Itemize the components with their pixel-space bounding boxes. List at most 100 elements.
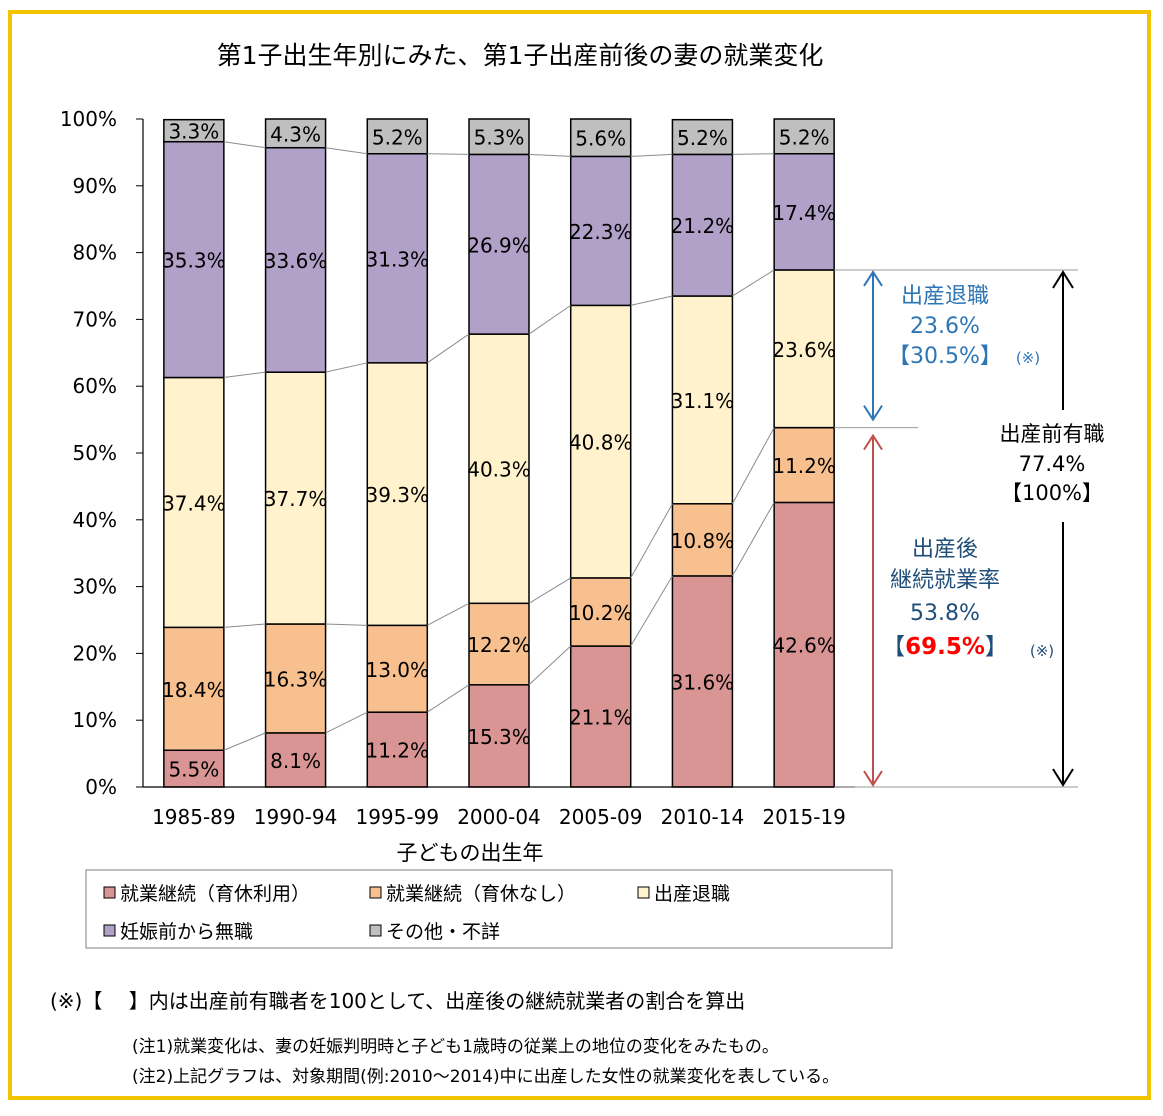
bar-segment xyxy=(264,146,327,373)
connector-line xyxy=(427,333,470,364)
legend-box xyxy=(85,869,893,949)
legend-swatch xyxy=(637,886,650,899)
bar-segment xyxy=(468,118,530,156)
connector-line xyxy=(427,153,470,155)
arrow-head-up xyxy=(863,270,883,287)
connector-lines xyxy=(223,141,775,751)
employed-arrow-head-down xyxy=(1052,768,1074,787)
data-label: 16.3% xyxy=(264,667,328,691)
y-tick-label: 80% xyxy=(73,241,117,265)
data-label: 17.4% xyxy=(772,201,836,225)
legend-swatch xyxy=(103,886,116,899)
x-tick-label: 2010-14 xyxy=(661,805,745,829)
connector-line xyxy=(528,153,571,157)
data-label: 8.1% xyxy=(270,749,321,773)
connector-line xyxy=(630,295,673,306)
bar-segment xyxy=(366,362,429,627)
annotations: 出産退職 23.6% 【30.5%】 (※) 出産前有職 77.4% 【100%】出産後継続… xyxy=(834,269,1105,788)
data-labels: 5.5% 18.4% 37.4% 35.3% 3.3% 8.1% 16.3% 37.7% 33.… xyxy=(162,120,836,782)
y-tick-label: 40% xyxy=(73,508,117,532)
bracket-close: 】 xyxy=(985,634,1008,660)
bar-segment xyxy=(264,118,327,149)
continue-rate-arrow xyxy=(863,433,883,787)
bar-segment xyxy=(569,304,632,579)
continue-rate-note: (※) xyxy=(1030,642,1054,660)
data-label: 37.4% xyxy=(162,491,226,515)
bar-segment xyxy=(366,624,429,713)
bar-segment xyxy=(366,711,429,788)
connector-line xyxy=(528,577,571,604)
connector-line xyxy=(325,147,368,155)
resign-value: 23.6% xyxy=(910,314,980,339)
x-tick-label: 1995-99 xyxy=(355,805,439,829)
x-tick-label: 2005-09 xyxy=(559,805,643,829)
employed-before-value: 77.4% xyxy=(1019,452,1086,476)
x-tick-label: 1985-89 xyxy=(152,805,236,829)
footnote-main: (※)【 】内は出産前有職者を100として、出産後の継続就業者の割合を算出 xyxy=(50,989,746,1013)
data-label: 35.3% xyxy=(162,249,226,273)
data-label: 13.0% xyxy=(366,658,430,682)
bar-segment xyxy=(163,118,225,143)
connector-line xyxy=(630,153,673,157)
y-axis: 0% 10% 20% 30% 40% 50% 60% 70% 80% 90% 100% xyxy=(60,107,144,799)
bar-segment xyxy=(264,371,327,625)
y-tick-label: 100% xyxy=(60,107,117,131)
x-tick-label: 1990-94 xyxy=(254,805,338,829)
data-label: 10.8% xyxy=(671,529,735,553)
continue-rate-highlight: 69.5% xyxy=(905,634,985,660)
connector-line xyxy=(223,141,266,149)
bar-segment xyxy=(569,577,632,647)
data-label: 31.6% xyxy=(671,670,735,694)
legend-label: 出産退職 xyxy=(654,883,730,905)
data-label: 5.2% xyxy=(372,125,423,149)
connector-line xyxy=(731,427,775,505)
data-label: 39.3% xyxy=(366,483,430,507)
bar-segment xyxy=(773,501,835,788)
legend-label: 就業継続（育休なし） xyxy=(386,883,576,905)
y-tick-label: 30% xyxy=(73,575,117,599)
data-label: 5.2% xyxy=(677,126,728,150)
bar-segment xyxy=(468,333,530,605)
connector-line xyxy=(223,623,266,628)
bar-segment xyxy=(773,152,835,271)
continue-rate-label-2: 継続就業率 xyxy=(890,568,1000,593)
y-tick-label: 0% xyxy=(85,775,117,799)
connector-line xyxy=(731,502,775,577)
employed-before-label: 出産前有職 xyxy=(1000,422,1105,446)
arrow-head-down xyxy=(863,405,883,422)
connector-line xyxy=(325,362,368,373)
connector-line xyxy=(325,623,368,626)
employed-arrow-head-up xyxy=(1052,270,1074,289)
legend-label: その他・不詳 xyxy=(386,921,500,943)
data-label: 33.6% xyxy=(264,249,328,273)
x-axis-label: 子どもの出生年 xyxy=(397,841,544,865)
data-label: 11.2% xyxy=(772,454,836,478)
bar-segment xyxy=(671,118,734,156)
legend-label: 就業継続（育休利用） xyxy=(120,883,310,905)
data-label: 5.3% xyxy=(474,126,525,150)
y-tick-label: 10% xyxy=(73,708,117,732)
arrow-head-up xyxy=(863,433,883,451)
y-tick-label: 60% xyxy=(73,374,117,398)
footnote-note1: (注1)就業変化は、妻の妊娠判明時と子ども1歳時の従業上の地位の変化をみたもの。 xyxy=(132,1037,779,1057)
bar-segment xyxy=(671,295,734,505)
connector-line xyxy=(732,153,775,155)
data-label: 5.5% xyxy=(168,758,219,782)
legend-swatch xyxy=(369,924,382,937)
bar-segment xyxy=(468,153,530,335)
data-label: 12.2% xyxy=(467,633,531,657)
bar-segment xyxy=(163,140,225,379)
resign-label: 出産退職 xyxy=(901,284,989,309)
bar-segment xyxy=(468,602,530,686)
data-label: 37.7% xyxy=(264,487,328,511)
x-tick-label: 2015-19 xyxy=(762,805,846,829)
footnote-note2: (注2)上記グラフは、対象期間(例:2010～2014)中に出産した女性の就業変… xyxy=(132,1067,840,1087)
continue-rate-value: 53.8% xyxy=(910,601,980,626)
bar-segment xyxy=(366,152,429,364)
data-label: 3.3% xyxy=(168,120,219,144)
legend-label: 妊娠前から無職 xyxy=(120,921,253,943)
chart-title: 第1子出生年別にみた、第1子出産前後の妻の就業変化 xyxy=(217,41,824,70)
continue-rate-label-1: 出産後 xyxy=(912,537,978,562)
employed-before-ratio: 【100%】 xyxy=(1001,481,1103,505)
